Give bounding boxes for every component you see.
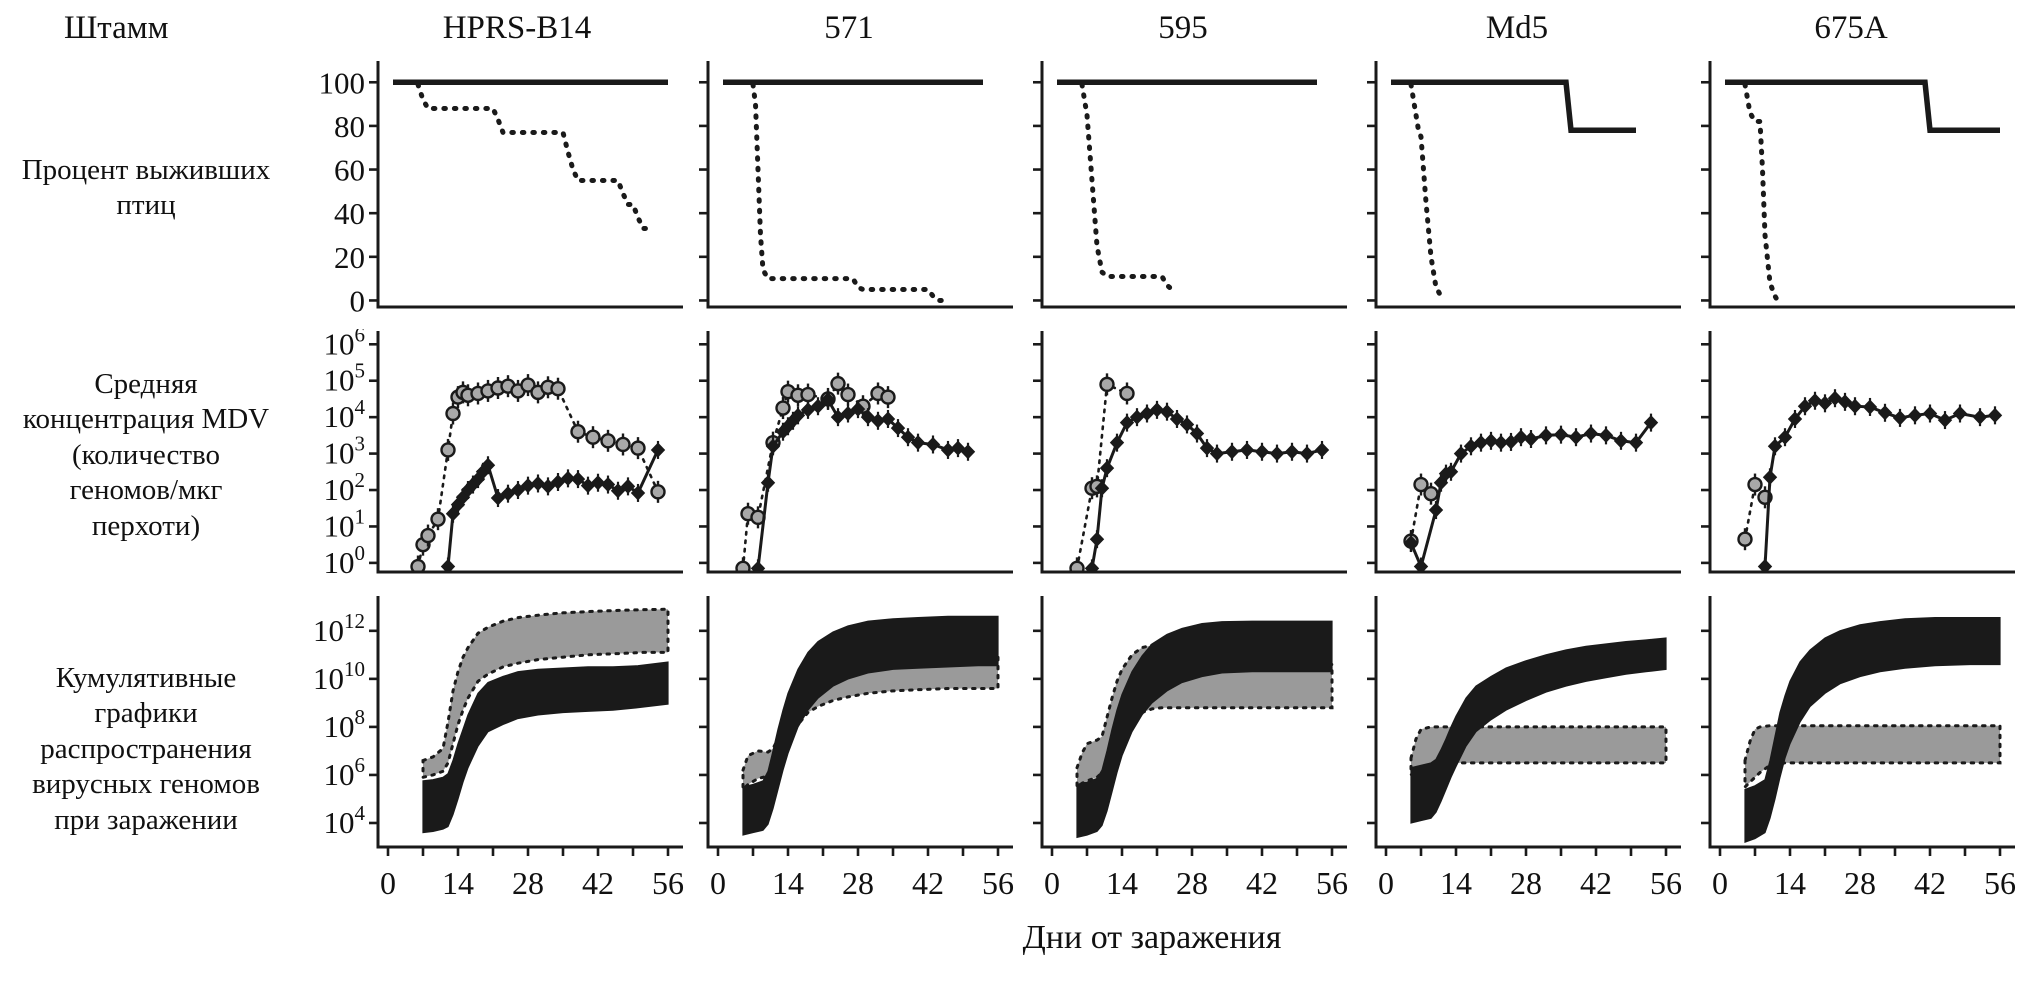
chart-canvas [699, 61, 1013, 309]
x-tick-label: 14 [1440, 865, 1472, 901]
y-tick-label: 60 [334, 153, 365, 188]
panel-survival-595 [1016, 59, 1350, 317]
strain-header-md5: Md5 [1485, 10, 1549, 46]
panel-survival-md5 [1350, 59, 1684, 317]
x-tick-label: 42 [582, 865, 614, 901]
y-tick-label: 40 [334, 196, 365, 231]
x-axis-title: Дни от заражения [1022, 919, 1282, 956]
x-tick-label: 56 [1984, 865, 2016, 901]
chart-canvas [1367, 61, 1681, 309]
x-tick-label: 56 [1650, 865, 1682, 901]
y-tick-label: 100 [319, 65, 366, 100]
y-tick-label: 102 [324, 468, 366, 507]
x-tick-label: 28 [842, 865, 874, 901]
panel-cumulative-571: 0 14 28 42 56 [682, 594, 1016, 905]
panel-cumulative-md5: 0 14 28 42 56 [1350, 594, 1684, 905]
x-tick-label: 14 [1106, 865, 1138, 901]
chart-canvas: 0 14 28 42 56 [699, 596, 1014, 901]
x-tick-label: 42 [1580, 865, 1612, 901]
strain-header-675a: 675A [1814, 10, 1888, 46]
x-tick-label: 0 [1712, 865, 1728, 901]
panel-mdv-md5 [1350, 329, 1684, 582]
y-tick-label: 103 [324, 432, 366, 471]
panel-mdv-595 [1016, 329, 1350, 582]
chart-canvas [1367, 331, 1681, 574]
chart-canvas: 0 14 28 42 56 [1701, 596, 2016, 901]
chart-canvas [1033, 331, 1347, 574]
chart-canvas [1701, 61, 2015, 309]
panel-survival-675a [1684, 59, 2018, 317]
row-label-cumulative: Кумулятивные графики распространения вир… [32, 662, 260, 836]
x-tick-label: 42 [912, 865, 944, 901]
figure-grid: Штамм HPRS-B14 571 595 Md5 675A Процент … [6, 10, 2018, 957]
chart-canvas [699, 331, 1013, 574]
x-tick-label: 28 [1176, 865, 1208, 901]
x-tick-label: 56 [652, 865, 684, 901]
y-tick-label: 108 [324, 705, 366, 744]
panel-cumulative-675a: 0 14 28 42 56 [1684, 594, 2018, 905]
y-tick-label: 104 [324, 395, 366, 434]
panel-cumulative-595: 0 14 28 42 56 [1016, 594, 1350, 905]
row-label-mdv-concentration: Средняя концентрация MDV (количество ген… [22, 368, 270, 542]
strain-header-hprs-b14: HPRS-B14 [442, 10, 592, 46]
x-tick-label: 28 [1510, 865, 1542, 901]
x-tick-label: 42 [1914, 865, 1946, 901]
row-label-survival: Процент выживших птиц [21, 153, 271, 221]
y-tick-label: 20 [334, 240, 365, 275]
y-tick-label: 104 [324, 801, 366, 840]
panel-cumulative-hprs-b14: 104 106 108 1010 1012 0 14 28 42 56 [286, 594, 684, 905]
x-title-spacer [6, 917, 286, 957]
y-tick-label: 0 [350, 283, 366, 317]
chart-canvas: 0 20 40 60 80 100 [319, 61, 683, 318]
panel-mdv-675a [1684, 329, 2018, 582]
chart-canvas: 0 14 28 42 56 [1033, 596, 1348, 901]
y-tick-label: 106 [324, 753, 366, 792]
x-tick-label: 14 [1774, 865, 1806, 901]
chart-canvas [1701, 331, 2015, 574]
corner-label-text: Штамм [64, 10, 169, 46]
x-tick-label: 56 [1316, 865, 1348, 901]
x-tick-label: 0 [1044, 865, 1060, 901]
y-tick-label: 106 [324, 329, 366, 361]
x-tick-label: 56 [982, 865, 1014, 901]
x-tick-label: 28 [512, 865, 544, 901]
x-tick-label: 28 [1844, 865, 1876, 901]
strain-header-595: 595 [1158, 10, 1208, 46]
x-tick-label: 0 [1378, 865, 1394, 901]
panel-mdv-hprs-b14: 100 101 102 103 104 105 106 [286, 322, 683, 582]
x-tick-label: 14 [772, 865, 804, 901]
x-tick-label: 0 [380, 865, 396, 901]
y-tick-label: 1010 [313, 657, 365, 696]
y-tick-label: 1012 [313, 609, 365, 648]
panel-survival-571 [682, 59, 1016, 317]
chart-canvas: 104 106 108 1010 1012 0 14 28 42 56 [313, 596, 684, 901]
corner-label: Штамм [6, 10, 286, 47]
panel-mdv-571 [682, 329, 1016, 582]
y-tick-label: 80 [334, 109, 365, 144]
panel-survival-hprs-b14: 0 20 40 60 80 100 [286, 59, 683, 318]
chart-canvas [1033, 61, 1347, 309]
y-tick-label: 105 [324, 359, 366, 398]
x-tick-label: 14 [442, 865, 474, 901]
x-tick-label: 0 [710, 865, 726, 901]
chart-canvas: 0 14 28 42 56 [1367, 596, 1682, 901]
y-tick-label: 101 [324, 504, 366, 543]
y-tick-label: 100 [324, 541, 366, 580]
strain-header-571: 571 [824, 10, 874, 46]
x-tick-label: 42 [1246, 865, 1278, 901]
